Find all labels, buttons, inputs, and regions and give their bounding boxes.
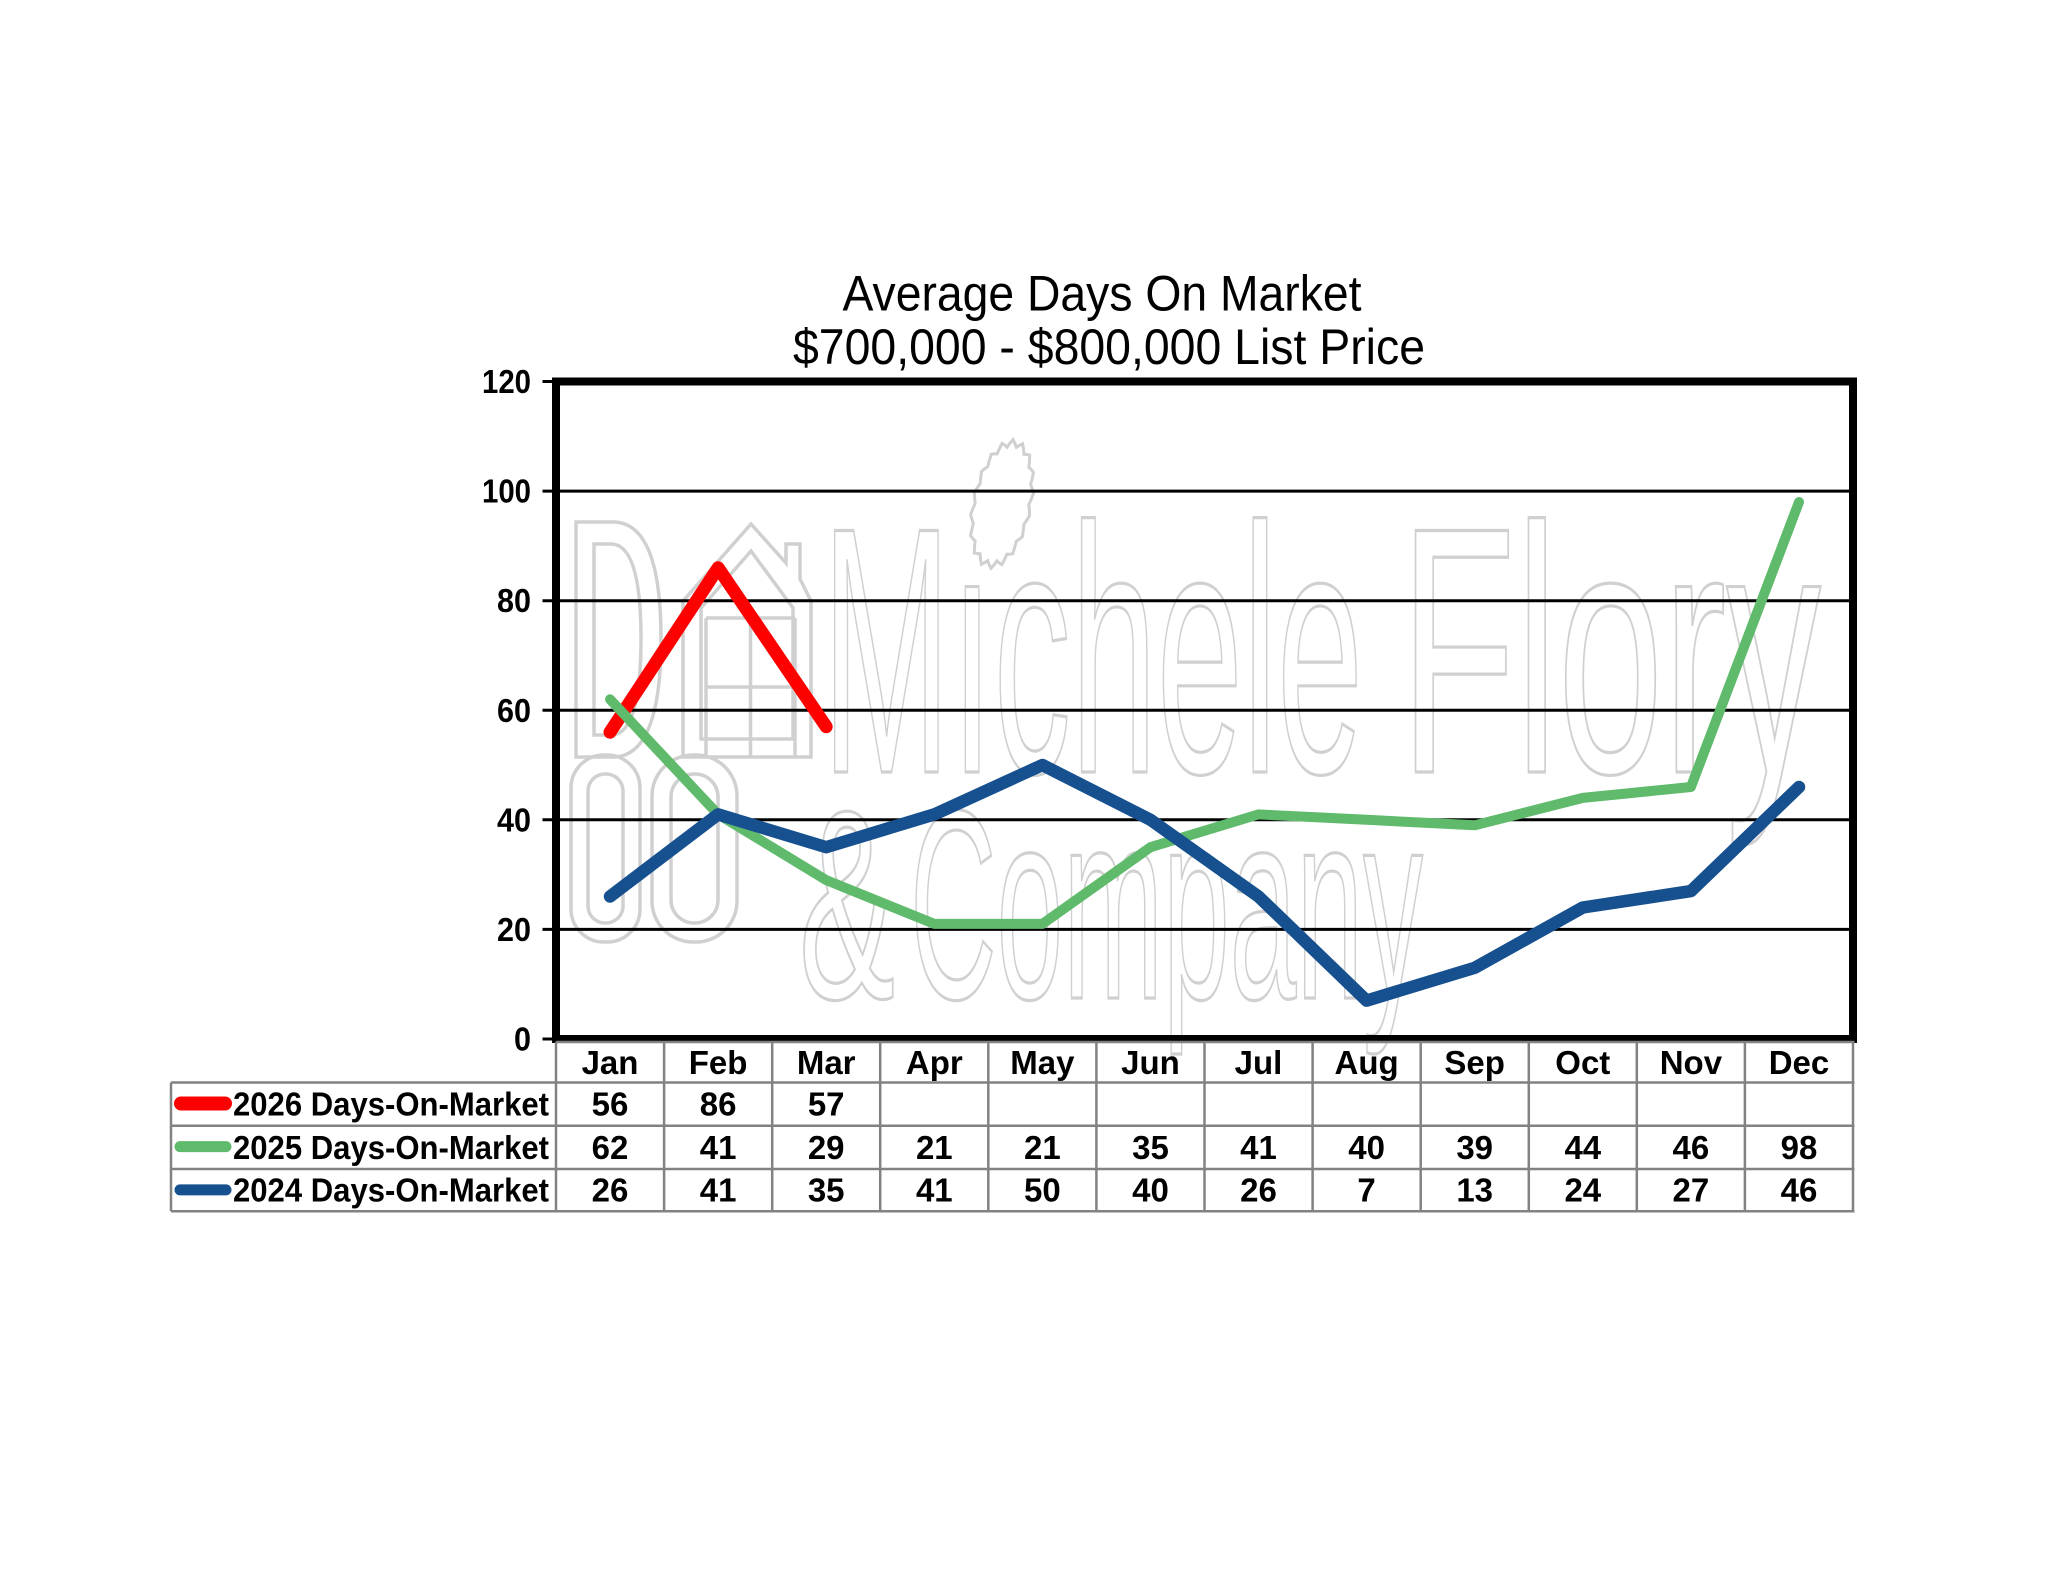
svg-text:Jun: Jun (1121, 1044, 1180, 1081)
svg-text:98: 98 (1781, 1129, 1818, 1166)
svg-text:Nov: Nov (1660, 1044, 1723, 1081)
svg-text:50: 50 (1024, 1172, 1061, 1209)
svg-text:Jul: Jul (1235, 1044, 1283, 1081)
svg-text:46: 46 (1673, 1129, 1710, 1166)
svg-text:26: 26 (592, 1172, 629, 1209)
svg-text:41: 41 (700, 1129, 737, 1166)
svg-text:Jan: Jan (582, 1044, 639, 1081)
svg-text:39: 39 (1456, 1129, 1493, 1166)
svg-text:60: 60 (497, 692, 531, 729)
svg-text:41: 41 (700, 1172, 737, 1209)
svg-text:Oct: Oct (1555, 1044, 1610, 1081)
svg-text:35: 35 (808, 1172, 845, 1209)
svg-text:2025 Days-On-Market: 2025 Days-On-Market (233, 1129, 549, 1166)
svg-text:Company: Company (910, 755, 1423, 1057)
svg-text:20: 20 (497, 911, 531, 948)
svg-text:46: 46 (1781, 1172, 1818, 1209)
svg-text:2024 Days-On-Market: 2024 Days-On-Market (233, 1172, 549, 1209)
svg-text:29: 29 (808, 1129, 845, 1166)
svg-text:62: 62 (592, 1129, 629, 1166)
svg-text:41: 41 (916, 1172, 953, 1209)
svg-text:Mıchele: Mıchele (822, 455, 1363, 847)
svg-text:40: 40 (1348, 1129, 1385, 1166)
svg-text:56: 56 (592, 1086, 629, 1123)
svg-text:86: 86 (700, 1086, 737, 1123)
svg-text:27: 27 (1673, 1172, 1710, 1209)
svg-text:26: 26 (1240, 1172, 1277, 1209)
svg-text:13: 13 (1456, 1172, 1493, 1209)
svg-text:21: 21 (1024, 1129, 1061, 1166)
svg-text:120: 120 (482, 363, 531, 400)
svg-text:7: 7 (1357, 1172, 1375, 1209)
svg-text:57: 57 (808, 1086, 845, 1123)
svg-text:May: May (1010, 1044, 1075, 1081)
svg-text:100: 100 (482, 473, 531, 510)
svg-text:Dec: Dec (1769, 1044, 1830, 1081)
svg-text:Average Days On Market: Average Days On Market (843, 266, 1362, 322)
svg-text:Sep: Sep (1444, 1044, 1505, 1081)
svg-text:Flory: Flory (1400, 455, 1821, 849)
svg-text:2026 Days-On-Market: 2026 Days-On-Market (233, 1086, 549, 1123)
svg-text:Mar: Mar (797, 1044, 856, 1081)
svg-text:44: 44 (1564, 1129, 1601, 1166)
svg-text:40: 40 (497, 801, 531, 838)
svg-text:Apr: Apr (906, 1044, 963, 1081)
svg-text:Aug: Aug (1335, 1044, 1399, 1081)
svg-text:40: 40 (1132, 1172, 1169, 1209)
svg-text:21: 21 (916, 1129, 953, 1166)
svg-text:41: 41 (1240, 1129, 1277, 1166)
svg-text:Feb: Feb (689, 1044, 748, 1081)
svg-text:35: 35 (1132, 1129, 1169, 1166)
svg-text:0: 0 (514, 1021, 531, 1058)
svg-text:$700,000 - $800,000 List Price: $700,000 - $800,000 List Price (793, 319, 1425, 375)
svg-text:24: 24 (1564, 1172, 1601, 1209)
svg-text:80: 80 (497, 582, 531, 619)
